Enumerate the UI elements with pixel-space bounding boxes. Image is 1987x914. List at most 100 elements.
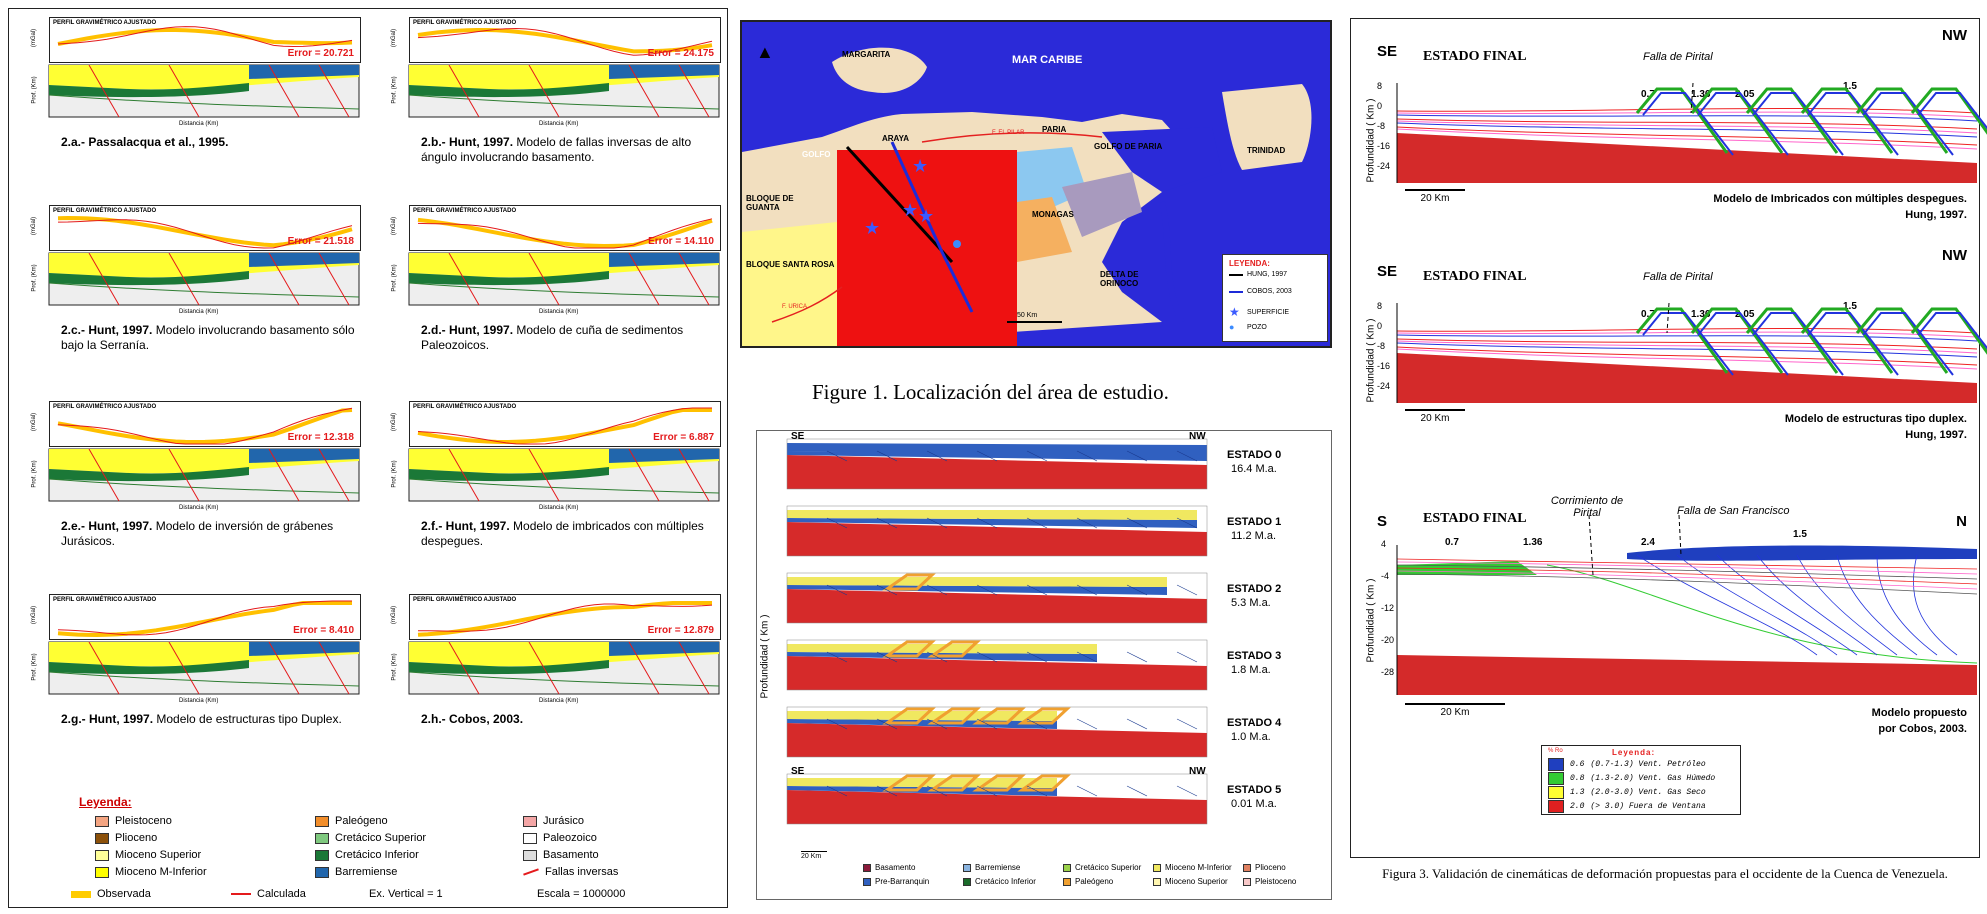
observada-swatch xyxy=(71,890,91,898)
fault-dashed xyxy=(1588,514,1594,576)
error-value: Error = 8.410 xyxy=(293,625,354,636)
ro-value: 1.36 xyxy=(1691,309,1711,320)
ro-value: 2.4 xyxy=(1641,537,1655,548)
cross-section xyxy=(48,252,360,306)
basement xyxy=(787,455,1207,489)
figure-2-panel: PERFIL GRAVIMÉTRICO AJUSTADO Error = 20.7… xyxy=(8,8,728,908)
section-desc-2: por Cobos, 2003. xyxy=(1878,723,1967,735)
profile-curves xyxy=(417,217,713,249)
legend-swatch xyxy=(523,815,537,827)
figure-3-panel: SE NW ESTADO FINAL Falla de Pirital 0.7 1.36 2… xyxy=(1350,18,1987,858)
panel-caption: 2.c.- Hunt, 1997. Modelo involucrando ba… xyxy=(61,323,361,353)
error-value: Error = 24.175 xyxy=(647,48,714,59)
legend-ro: 1.3 xyxy=(1570,788,1585,797)
panel-caption: 2.d.- Hunt, 1997. Modelo de cuña de sedi… xyxy=(421,323,721,353)
profile-curves xyxy=(417,407,712,445)
gravity-profile-box: PERFIL GRAVIMÉTRICO AJUSTADO Error = 21.5… xyxy=(49,205,361,251)
fig2-legend-item: Pleistoceno xyxy=(95,815,172,827)
reverse-faults xyxy=(448,448,710,502)
fault-trace xyxy=(976,651,998,663)
fault-label-2: Falla de San Francisco xyxy=(1677,505,1790,517)
y-tick: -8 xyxy=(1377,121,1386,131)
overmature-zone xyxy=(1397,353,1977,403)
basement xyxy=(787,589,1207,623)
thrust-blue xyxy=(1697,312,1789,376)
thrust-green xyxy=(1745,307,1839,374)
legend-swatch xyxy=(95,832,109,844)
thrust-blue xyxy=(1917,92,1987,130)
caption-bold: 2.h.- Cobos, 2003. xyxy=(421,712,524,726)
error-value: Error = 20.721 xyxy=(287,48,354,59)
section-ylabel: Prof. (Km) xyxy=(31,653,38,681)
y-tick: 0 xyxy=(1377,101,1383,111)
calculated-curve xyxy=(57,219,353,249)
barremiense-layer xyxy=(609,449,719,463)
horizon-line xyxy=(1396,336,1978,346)
legend-label: Barremiense xyxy=(975,863,1021,872)
fault-trace xyxy=(1026,651,1048,663)
state-age: 1.8 M.a. xyxy=(1231,664,1271,676)
fig2-legend-item: Plioceno xyxy=(95,832,157,844)
states-legend-item: Pre-Barranquin xyxy=(863,877,929,886)
state-age: 0.01 M.a. xyxy=(1231,798,1277,810)
state-row-4: ESTADO 4 1.0 M.a. xyxy=(757,705,1333,767)
section-xlabel: Distancia (Km) xyxy=(539,698,579,704)
legend-text: (2.0-3.0) Vent. Gas Seco xyxy=(1590,788,1706,797)
fig2-legend-item: Cretácico Superior xyxy=(315,832,426,844)
ro-value: 1.5 xyxy=(1793,529,1807,540)
section-title: ESTADO FINAL xyxy=(1423,269,1527,284)
states-scale: 20 Km xyxy=(801,851,827,860)
state-name: ESTADO 2 xyxy=(1227,583,1282,595)
legend-swatch xyxy=(1548,786,1564,799)
state-age: 5.3 M.a. xyxy=(1231,597,1271,609)
fig2-legend-title: Leyenda: xyxy=(79,795,132,809)
profile-title: PERFIL GRAVIMÉTRICO AJUSTADO xyxy=(53,404,157,410)
state-row-0: ESTADO 0 16.4 M.a. SE NW xyxy=(757,431,1333,499)
horizon-line xyxy=(1396,564,1978,580)
observed-curve xyxy=(417,217,713,249)
y-tick: -12 xyxy=(1381,603,1395,613)
fig2-legend-item: Barremiense xyxy=(315,866,397,878)
state-name: ESTADO 0 xyxy=(1227,449,1282,461)
section-ylabel: Prof. (Km) xyxy=(391,653,398,681)
fault-trace xyxy=(826,718,848,730)
profile-title: PERFIL GRAVIMÉTRICO AJUSTADO xyxy=(53,20,157,26)
detachment-line xyxy=(48,671,360,687)
y-tick: -24 xyxy=(1377,161,1391,171)
profile-ylabel: (mGal) xyxy=(391,605,398,625)
reverse-faults xyxy=(448,252,710,306)
calculated-curve xyxy=(417,218,713,249)
horizon-line xyxy=(1396,124,1978,142)
gravity-panel-4: PERFIL GRAVIMÉTRICO AJUSTADO Error = 14.1… xyxy=(391,205,729,385)
overmature-zone xyxy=(1397,655,1977,695)
thrust-sheet xyxy=(882,640,936,658)
thrust-sheet xyxy=(882,573,936,591)
state-age: 16.4 M.a. xyxy=(1231,463,1277,475)
states-legend-item: Barremiense xyxy=(963,863,1020,872)
map-label-pilar: F. EL PILAR xyxy=(992,130,1025,136)
thrust-green xyxy=(1800,307,1894,374)
thrust-blue xyxy=(1862,312,1954,376)
thrust-sheet xyxy=(882,707,936,725)
fault-trace xyxy=(876,785,898,797)
observed-curve xyxy=(417,601,712,637)
legend-swatch xyxy=(1063,877,1071,886)
calculated-curve xyxy=(418,603,713,632)
profile-curves xyxy=(57,600,352,638)
observada-legend: Observada xyxy=(71,888,151,900)
maturity-section-2: SE NW ESTADO FINAL Falla de Pirital 0.7 1.36 2… xyxy=(1351,245,1987,455)
fault-el-pilar xyxy=(921,132,1103,143)
section-xlabel: Distancia (Km) xyxy=(179,505,219,511)
observed-curve xyxy=(417,408,712,445)
y-tick: -16 xyxy=(1377,361,1391,371)
maturity-legend-item: 0.8 (1.3-2.0) Vent. Gas Húmedo xyxy=(1548,772,1715,785)
caption-rest: Modelo involucrando basamento sólo bajo … xyxy=(61,323,355,352)
gravity-panel-3: PERFIL GRAVIMÉTRICO AJUSTADO Error = 21.5… xyxy=(31,205,369,385)
horizon-line xyxy=(1396,561,1978,575)
fault-trace xyxy=(926,651,948,663)
caption-bold: 2.d.- Hunt, 1997. xyxy=(421,323,514,337)
fault-trace xyxy=(976,584,998,596)
profile-ylabel: (mGal) xyxy=(391,216,398,236)
fault-trace xyxy=(1126,785,1148,797)
thrust-sheet xyxy=(882,774,936,792)
